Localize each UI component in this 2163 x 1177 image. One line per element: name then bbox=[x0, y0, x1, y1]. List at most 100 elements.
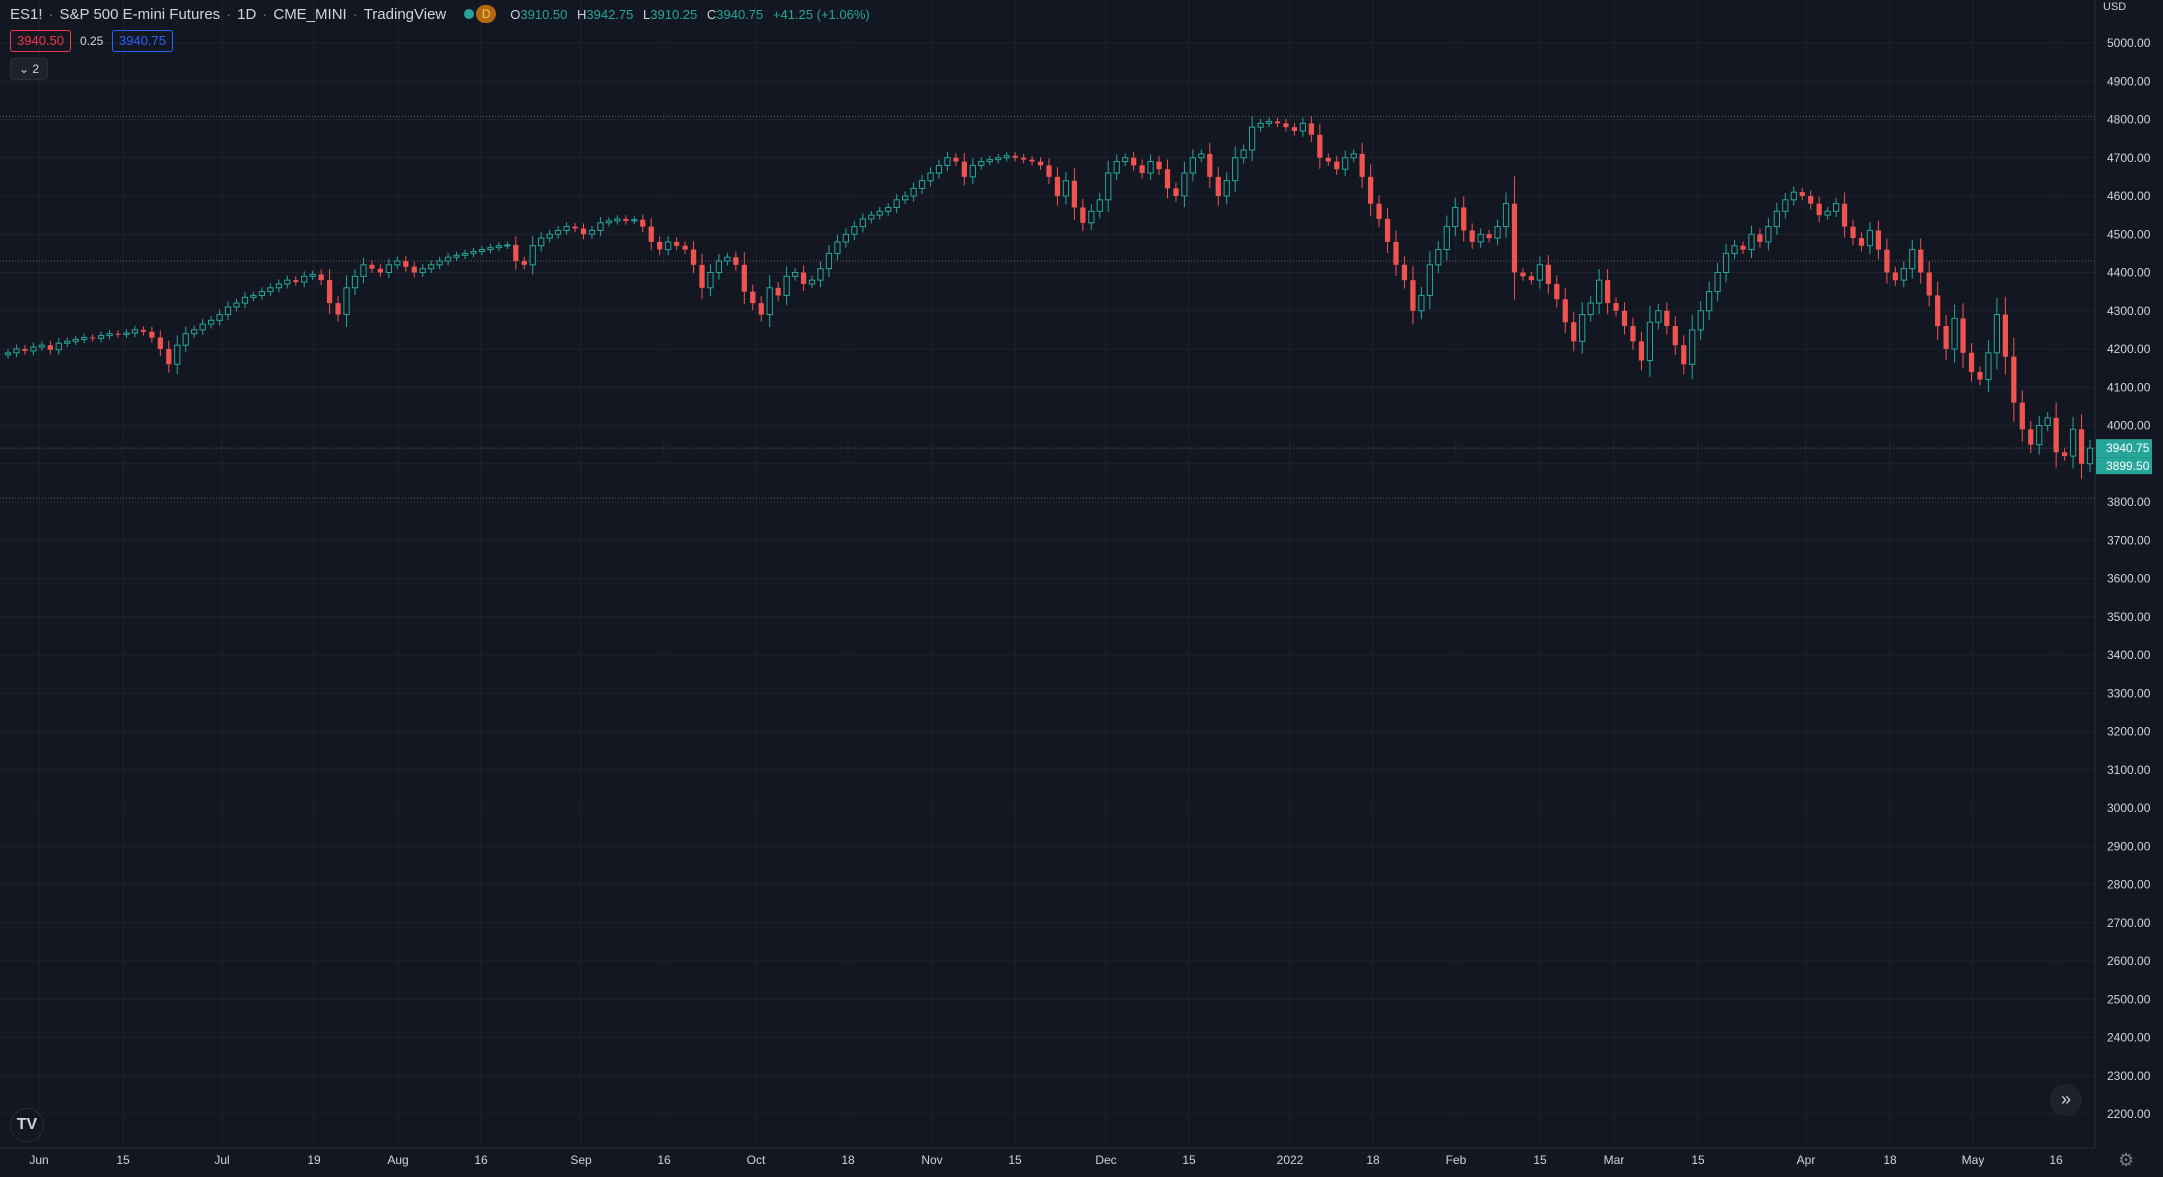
candle-body bbox=[1418, 294, 1425, 312]
candle-body bbox=[538, 237, 545, 247]
bid-price[interactable]: 3940.50 bbox=[10, 30, 71, 52]
tradingview-logo-icon[interactable]: TV bbox=[10, 1108, 44, 1142]
candle-body bbox=[1681, 345, 1687, 365]
candle-body bbox=[106, 333, 113, 337]
candle-body bbox=[834, 241, 841, 254]
candle-body bbox=[1943, 326, 1949, 349]
candle-body bbox=[995, 157, 1002, 161]
candle-body bbox=[1638, 341, 1645, 361]
candle-body bbox=[546, 233, 553, 239]
candle-body bbox=[673, 241, 680, 246]
candle-body bbox=[665, 241, 672, 251]
candle-body bbox=[724, 256, 731, 262]
candle-body bbox=[343, 287, 350, 316]
candle-body bbox=[1765, 226, 1772, 243]
candle-body bbox=[707, 272, 714, 289]
currency-label[interactable]: USD bbox=[2103, 1, 2127, 13]
candle-body bbox=[1062, 180, 1070, 197]
ask-price[interactable]: 3940.75 bbox=[112, 30, 173, 52]
price-tick-label: 4900.00 bbox=[2107, 74, 2151, 88]
candle-body bbox=[1198, 153, 1205, 159]
candle-body bbox=[1790, 191, 1797, 201]
candle-body bbox=[224, 306, 232, 316]
candle-body bbox=[1105, 172, 1112, 201]
candle-body bbox=[1265, 120, 1273, 124]
indicators-toggle-button[interactable]: ⌄ 2 bbox=[10, 58, 49, 80]
interval-label[interactable]: 1D bbox=[237, 5, 257, 23]
candle-body bbox=[1900, 268, 1907, 281]
price-tick-label: 4700.00 bbox=[2107, 151, 2151, 165]
candle-body bbox=[394, 260, 401, 266]
open-value: 3910.50 bbox=[520, 6, 568, 22]
time-tick-label: Jun bbox=[29, 1153, 48, 1167]
candle-body bbox=[1207, 153, 1213, 177]
price-axis: 2200.00 2300.00 2400.00 2500.00 2600.00 2700.… bbox=[2107, 36, 2151, 1121]
candle-body bbox=[411, 266, 417, 273]
candle-body bbox=[216, 314, 223, 321]
time-tick-label: 18 bbox=[841, 1153, 855, 1167]
candle-body bbox=[741, 264, 747, 292]
exchange-label: CME_MINI bbox=[273, 5, 347, 23]
candle-body bbox=[1740, 245, 1746, 250]
candle-body bbox=[1884, 249, 1890, 273]
gear-icon[interactable]: ⚙ bbox=[2118, 1150, 2135, 1170]
candle-body bbox=[1257, 122, 1264, 128]
candle-body bbox=[715, 260, 723, 273]
candle-body bbox=[1731, 245, 1738, 254]
candle-body bbox=[1088, 210, 1095, 224]
candle-body bbox=[1291, 127, 1298, 131]
time-tick-label: May bbox=[1962, 1153, 1985, 1167]
candle-body bbox=[1181, 172, 1188, 197]
candle-body bbox=[1621, 310, 1628, 327]
delayed-badge[interactable]: D bbox=[476, 5, 497, 23]
candle-body bbox=[1359, 153, 1365, 177]
change-value: +41.25 (+1.06%) bbox=[772, 6, 870, 22]
candle-body bbox=[1892, 272, 1898, 281]
candlestick-series bbox=[4, 116, 2094, 479]
candle-body bbox=[605, 220, 613, 224]
candle-body bbox=[901, 195, 909, 201]
symbol-header: ES1! · S&P 500 E-mini Futures · 1D · CME… bbox=[10, 3, 876, 25]
candle-body bbox=[157, 337, 163, 349]
candle-body bbox=[2053, 417, 2059, 453]
ohlc-values: O3910.50 H3942.75 L3910.25 C3940.75 +41.… bbox=[510, 6, 870, 22]
candle-body bbox=[825, 252, 833, 270]
candle-body bbox=[1824, 210, 1831, 216]
price-tick-label: 3000.00 bbox=[2107, 801, 2151, 815]
time-axis: Jun 15 Jul 19 Aug 16 Sep 16 Oct 18 Nov 15 Dec 15 2022 1… bbox=[29, 1153, 2063, 1167]
candle-body bbox=[1376, 203, 1382, 219]
candle-body bbox=[2036, 425, 2043, 446]
candle-body bbox=[131, 329, 139, 334]
symbol-ticker[interactable]: ES1! bbox=[10, 5, 43, 23]
candle-body bbox=[318, 274, 324, 281]
candle-body bbox=[657, 241, 663, 250]
candle-body bbox=[640, 219, 646, 227]
candle-body bbox=[513, 244, 519, 262]
candle-body bbox=[419, 268, 426, 273]
price-tick-label: 3700.00 bbox=[2107, 533, 2151, 547]
candle-body bbox=[2002, 314, 2008, 357]
candle-body bbox=[944, 157, 951, 166]
candle-body bbox=[1410, 280, 1416, 311]
candle-body bbox=[1977, 371, 1983, 380]
candle-body bbox=[927, 172, 934, 182]
scroll-to-realtime-button[interactable]: » bbox=[2050, 1084, 2082, 1116]
candle-body bbox=[1773, 210, 1780, 228]
candle-body bbox=[918, 180, 926, 189]
price-tick-label: 4200.00 bbox=[2107, 342, 2151, 356]
candle-body bbox=[1401, 264, 1408, 281]
candle-body bbox=[2028, 429, 2034, 445]
candle-body bbox=[1469, 230, 1475, 242]
candle-body bbox=[2078, 429, 2085, 464]
last-price-text: 3940.75 bbox=[2106, 441, 2150, 455]
price-tick-label: 3100.00 bbox=[2107, 763, 2151, 777]
candle-body bbox=[140, 329, 147, 332]
candle-body bbox=[301, 275, 308, 283]
candle-body bbox=[1131, 157, 1137, 166]
candle-body bbox=[377, 268, 384, 273]
candle-body bbox=[1342, 157, 1349, 170]
candle-body bbox=[1511, 203, 1518, 273]
candle-body bbox=[1832, 203, 1840, 212]
market-status-icon[interactable] bbox=[464, 9, 475, 19]
